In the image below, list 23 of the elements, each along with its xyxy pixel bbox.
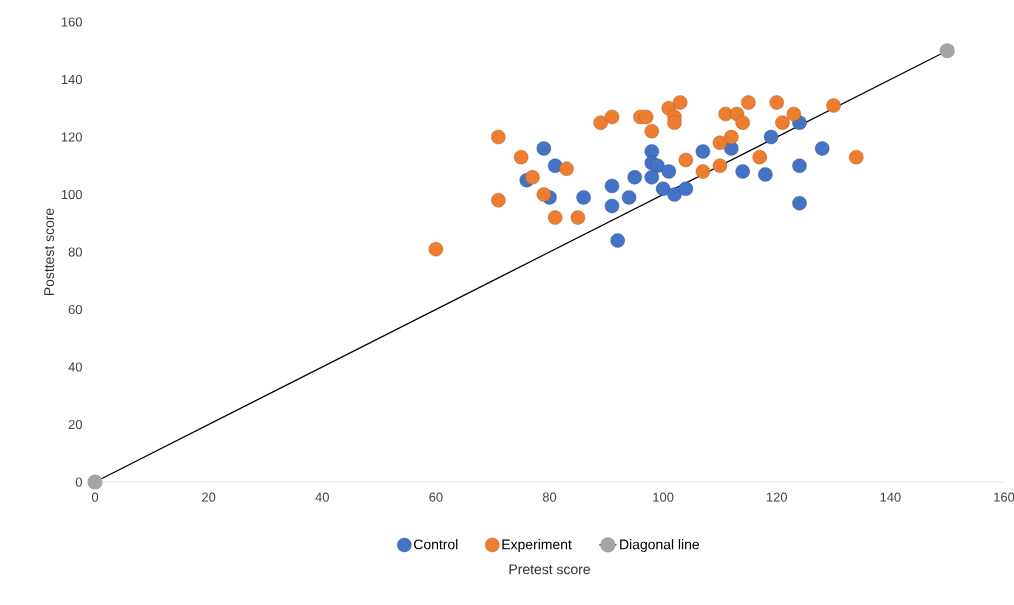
x-tick-label: 20 [202,492,216,502]
y-tick-label: 80 [68,247,82,257]
y-tick-label: 100 [61,189,82,200]
x-tick-label: 100 [653,492,674,502]
x-tick-label: 60 [429,492,443,502]
x-tick-label: 40 [315,492,329,502]
x-tick-label: 80 [542,492,557,502]
legend-label: Diagonal line [620,539,700,553]
y-tick-label: 0 [75,477,82,487]
legend-label: Control [414,539,458,550]
y-tick-label: 60 [68,304,82,315]
y-axis-title: Posttest score [44,208,55,296]
x-tick-label: 120 [766,492,788,502]
y-tick-label: 120 [61,132,82,142]
y-tick-label: 140 [61,74,82,85]
x-tick-label: 160 [994,492,1014,502]
legend-label: Experiment [502,539,572,553]
y-tick-label: 160 [61,17,82,27]
y-tick-label: 40 [68,362,82,372]
y-tick-label: 20 [68,419,82,430]
x-tick-label: 140 [880,492,901,502]
x-tick-label: 0 [91,492,99,502]
x-axis-title: Pretest score [509,564,590,575]
